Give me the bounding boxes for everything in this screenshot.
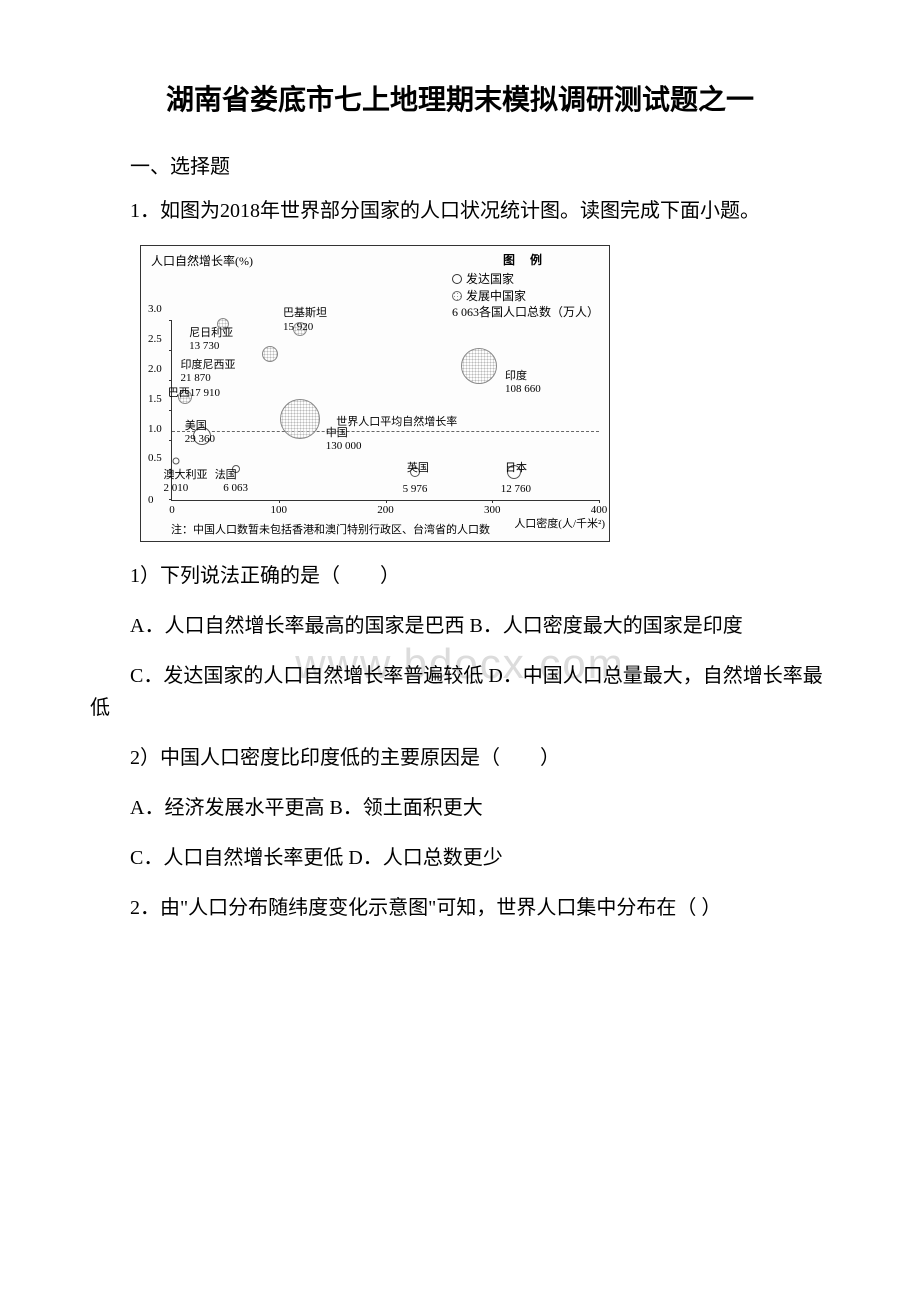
legend-developing: 发展中国家 [452,288,599,305]
label-japan-pop: 12 760 [501,483,531,496]
label-france: 法国 [215,469,237,482]
point-indonesia [262,346,278,362]
y-tick-6: 3.0 [148,303,162,315]
plot-area: 0 0.5 1.0 1.5 2.0 2.5 3.0 0 100 200 300 … [171,321,599,501]
point-china [280,399,320,439]
legend-developed: 发达国家 [452,271,599,288]
x-axis-label: 人口密度(人/千米²) [514,518,605,530]
label-france-pop: 6 063 [223,482,248,495]
legend-developed-label: 发达国家 [466,271,514,288]
x-tick-1: 100 [271,504,288,516]
x-tick-3: 300 [484,504,501,516]
label-indonesia: 印度尼西亚21 870 [181,359,236,385]
question-1-2: 2）中国人口密度比印度低的主要原因是（ ） [90,742,830,774]
legend-title: 图 例 [452,252,599,269]
y-tick-4: 2.0 [148,363,162,375]
question-1-1-options-ab: A．人口自然增长率最高的国家是巴西 B．人口密度最大的国家是印度 [90,610,830,642]
legend-developing-label: 发展中国家 [466,288,526,305]
label-india: 印度108 660 [505,370,541,396]
label-nigeria: 尼日利亚13 730 [189,327,233,353]
y-axis-label: 人口自然增长率(%) [151,252,253,269]
x-tick-4: 400 [591,504,608,516]
y-tick-1: 0.5 [148,452,162,464]
label-australia-pop: 2 010 [163,482,188,495]
label-us: 美国29 360 [185,420,215,446]
circle-open-icon [452,274,462,284]
question-1-intro: 1．如图为2018年世界部分国家的人口状况统计图。读图完成下面小题。 [90,195,830,227]
document-content: 湖南省娄底市七上地理期末模拟调研测试题之一 一、选择题 1．如图为2018年世界… [90,80,830,924]
label-pakistan: 巴基斯坦15 920 [283,307,327,333]
label-australia: 澳大利亚 [163,469,207,482]
question-1-1: 1）下列说法正确的是（ ） [90,560,830,592]
avg-line [172,431,599,432]
y-tick-3: 1.5 [148,393,162,405]
question-2: 2．由"人口分布随纬度变化示意图"可知，世界人口集中分布在（ ） [90,892,830,924]
population-chart: 人口自然增长率(%) 图 例 发达国家 发展中国家 6 063各国人口总数（万人… [140,245,610,542]
section-heading: 一、选择题 [90,150,830,179]
x-tick-0: 0 [169,504,175,516]
chart-legend: 图 例 发达国家 发展中国家 6 063各国人口总数（万人） [452,252,599,321]
y-tick-5: 2.5 [148,333,162,345]
circle-dotted-icon [452,291,462,301]
y-tick-2: 1.0 [148,423,162,435]
label-uk-pop: 5 976 [403,483,428,496]
avg-line-label: 世界人口平均自然增长率 [334,413,459,429]
label-brazil: 巴西17 910 [168,387,220,400]
label-uk: 英国 [407,462,429,475]
point-australia [173,457,180,464]
legend-population: 6 063各国人口总数（万人） [452,304,599,321]
question-1-2-options-cd: C．人口自然增长率更低 D．人口总数更少 [90,842,830,874]
page-title: 湖南省娄底市七上地理期末模拟调研测试题之一 [90,80,830,122]
question-1-2-options-ab: A．经济发展水平更高 B．领土面积更大 [90,792,830,824]
x-tick-2: 200 [377,504,394,516]
question-1-1-options-cd: C．发达国家的人口自然增长率普遍较低 D．中国人口总量最大，自然增长率最低 [90,660,830,724]
point-india [461,348,497,384]
label-japan: 日本 [505,462,527,475]
y-tick-0: 0 [148,494,154,506]
label-china: 中国130 000 [326,427,362,453]
